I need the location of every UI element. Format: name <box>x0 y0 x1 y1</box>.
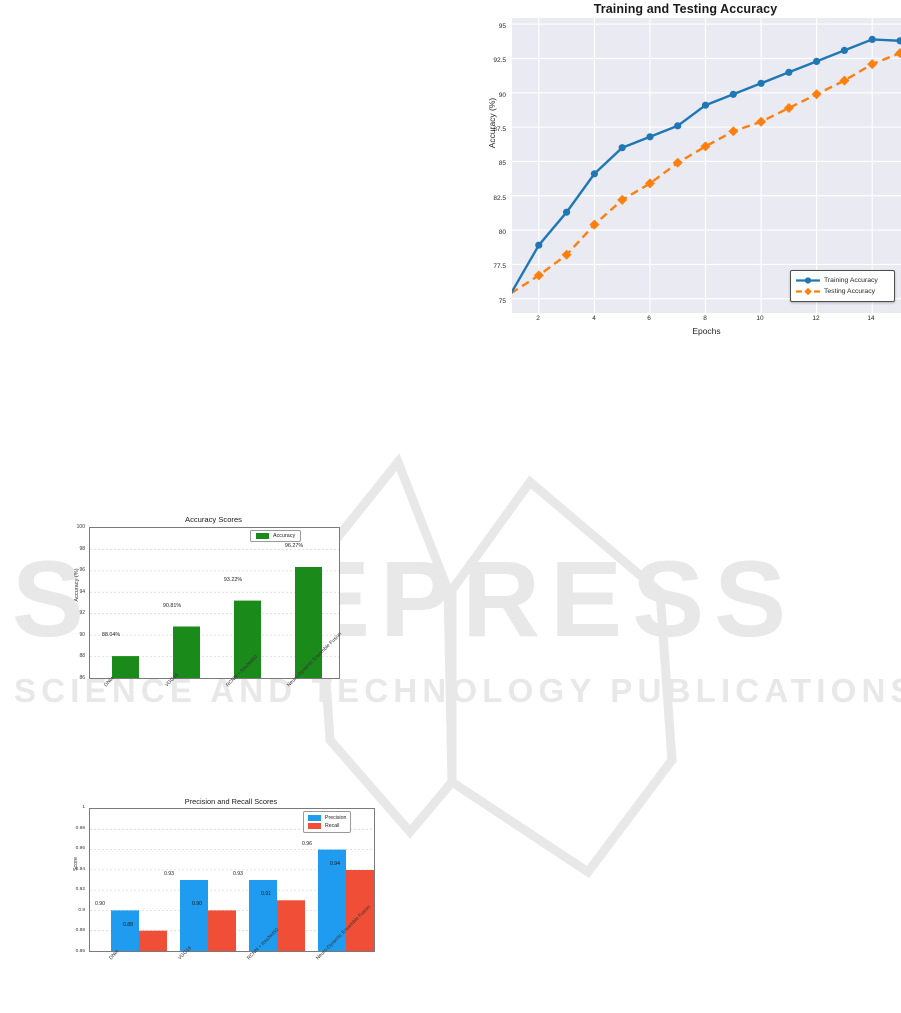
accuracy-chart-title: Accuracy Scores <box>185 515 242 524</box>
line-ytick-90: 90 <box>498 92 506 99</box>
precision-value-dnet: 0.90 <box>94 901 106 907</box>
line-xtick-6: 6 <box>647 315 651 322</box>
line-xtick-2: 2 <box>536 315 540 322</box>
line-chart-title: Training and Testing Accuracy <box>593 2 778 16</box>
line-ytick-80: 80 <box>498 229 506 236</box>
line-ytick-75: 75 <box>498 298 506 305</box>
pr-ytick-0.92: 0.92 <box>75 887 85 892</box>
recall-value-neuro: 0.94 <box>329 861 341 867</box>
accuracy-ytick-100: 100 <box>76 524 85 530</box>
accuracy-chart-legend[interactable]: Accuracy <box>250 530 302 542</box>
precision-value-neuro: 0.96 <box>301 841 313 847</box>
line-ytick-77.5: 77.5 <box>493 263 506 270</box>
precision-bars <box>111 849 346 951</box>
accuracy-legend-swatch <box>256 533 269 539</box>
pr-ytick-0.86: 0.86 <box>75 949 85 954</box>
accuracy-ytick-90: 90 <box>79 632 85 638</box>
precision-bar-rcnn <box>249 880 277 951</box>
accuracy-value-vgg16: 90.81% <box>162 603 182 609</box>
line-chart-plot-area <box>512 18 901 313</box>
precision-bar-neuro <box>318 849 346 951</box>
precision-value-vgg16: 0.93 <box>163 871 175 877</box>
line-ytick-92.5: 92.5 <box>493 57 506 64</box>
line-ytick-95: 95 <box>498 23 506 30</box>
recall-value-dnet: 0.88 <box>122 922 134 928</box>
line-ytick-85: 85 <box>498 160 506 167</box>
recall-bar-vgg16 <box>208 910 236 951</box>
training-accuracy-line-icon <box>795 275 821 286</box>
accuracy-chart-plot-area <box>89 527 340 679</box>
accuracy-ytick-94: 94 <box>79 589 85 595</box>
accuracy-value-dnet: 88.04% <box>101 632 121 638</box>
training-testing-accuracy-figure: Training and Testing Accuracy Accuracy (… <box>470 0 901 345</box>
recall-legend-label: Recall <box>325 823 340 829</box>
pr-ytick-1.00: 1 <box>82 805 85 810</box>
precision-bar-vgg16 <box>180 880 208 951</box>
accuracy-ytick-92: 92 <box>79 610 85 616</box>
recall-value-vgg16: 0.90 <box>191 901 203 907</box>
precision-recall-figure: Precision and Recall Scores Score 0.86 0… <box>65 795 375 1010</box>
recall-value-rcnn: 0.91 <box>260 891 272 897</box>
line-chart-legend[interactable]: Training Accuracy Testing Accuracy <box>790 270 895 302</box>
precision-recall-svg <box>90 828 374 951</box>
precision-recall-title: Precision and Recall Scores <box>184 797 278 806</box>
accuracy-ytick-88: 88 <box>79 653 85 659</box>
recall-bar-rcnn <box>277 900 305 951</box>
accuracy-chart-ylabel: Accuracy (%) <box>74 568 80 602</box>
pr-ytick-0.96: 0.96 <box>75 846 85 851</box>
accuracy-bar-rcnn <box>234 600 261 678</box>
precision-recall-legend[interactable]: Precision Recall <box>303 811 352 833</box>
line-xtick-8: 8 <box>703 315 707 322</box>
legend-label-testing-accuracy: Testing Accuracy <box>824 288 875 295</box>
pr-ytick-0.88: 0.88 <box>75 928 85 933</box>
line-ytick-87.5: 87.5 <box>493 126 506 133</box>
pr-ytick-0.94: 0.94 <box>75 867 85 872</box>
recall-bar-dnet <box>139 930 167 951</box>
accuracy-scores-figure: Accuracy Scores Accuracy (%) 86 88 90 92… <box>65 512 343 737</box>
recall-legend-swatch <box>308 823 321 829</box>
legend-item-precision[interactable]: Precision <box>308 814 346 822</box>
accuracy-value-neuro: 96.27% <box>284 543 304 549</box>
accuracy-bar-vgg16 <box>173 626 200 678</box>
testing-accuracy-markers <box>533 48 901 281</box>
line-xtick-10: 10 <box>756 315 764 322</box>
legend-item-recall[interactable]: Recall <box>308 822 346 830</box>
line-xtick-4: 4 <box>592 315 596 322</box>
accuracy-value-rcnn: 93.22% <box>223 577 243 583</box>
legend-item-training-accuracy[interactable]: Training Accuracy <box>795 275 889 286</box>
testing-accuracy-line <box>512 51 901 295</box>
legend-label-training-accuracy: Training Accuracy <box>824 277 878 284</box>
precision-bar-dnet <box>111 910 139 951</box>
gridlines <box>512 18 901 313</box>
accuracy-ytick-98: 98 <box>79 546 85 552</box>
legend-item-testing-accuracy[interactable]: Testing Accuracy <box>795 286 889 297</box>
accuracy-bars <box>112 567 322 678</box>
testing-accuracy-line-icon <box>795 286 821 297</box>
line-xtick-14: 14 <box>867 315 875 322</box>
accuracy-chart-svg <box>90 548 339 678</box>
pr-ytick-0.90: 0.9 <box>78 908 85 913</box>
line-ytick-82.5: 82.5 <box>493 195 506 202</box>
line-chart-xlabel: Epochs <box>692 326 721 336</box>
pr-ytick-0.98: 0.98 <box>75 826 85 831</box>
line-chart-svg <box>512 18 901 313</box>
accuracy-legend-label: Accuracy <box>273 533 296 539</box>
precision-legend-label: Precision <box>325 815 347 821</box>
line-xtick-12: 12 <box>812 315 820 322</box>
recall-bar-neuro <box>346 870 374 951</box>
accuracy-ytick-86: 86 <box>79 675 85 681</box>
recall-bars <box>139 870 374 951</box>
accuracy-ytick-96: 96 <box>79 567 85 573</box>
training-accuracy-markers <box>535 35 901 249</box>
precision-value-rcnn: 0.93 <box>232 871 244 877</box>
precision-legend-swatch <box>308 815 321 821</box>
accuracy-bar-dnet <box>112 656 139 678</box>
